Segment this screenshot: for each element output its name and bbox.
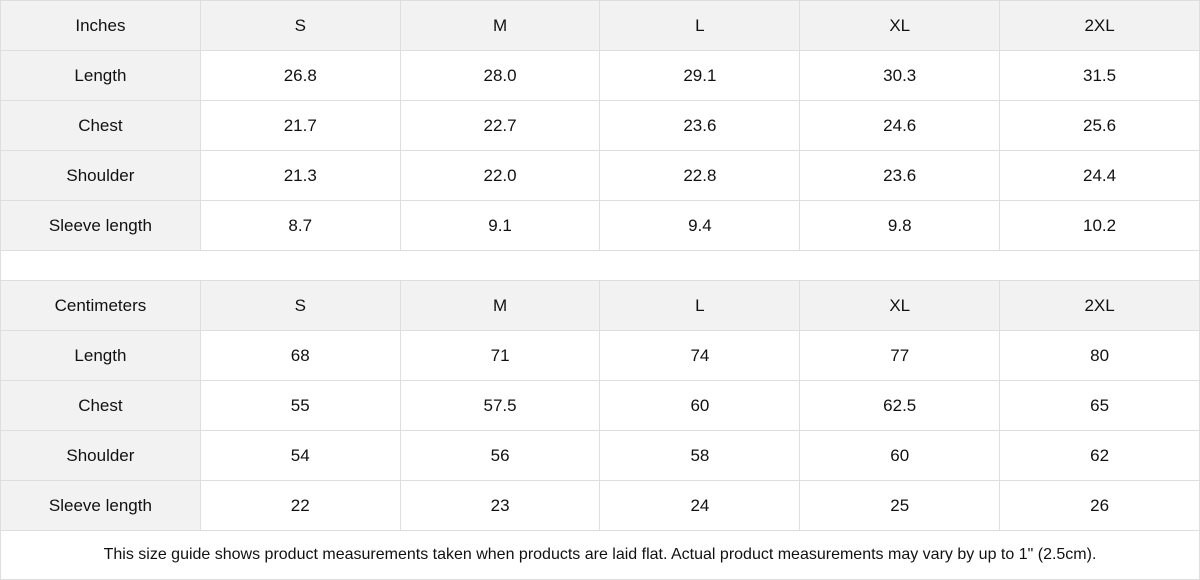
measurement-value: 30.3 bbox=[799, 50, 1001, 101]
table-row: Shoulder 54 56 58 60 62 bbox=[0, 430, 1200, 481]
measurement-label: Length bbox=[0, 330, 201, 381]
measurement-label: Length bbox=[0, 50, 201, 101]
measurement-value: 24.4 bbox=[999, 150, 1200, 201]
table-row: Chest 55 57.5 60 62.5 65 bbox=[0, 380, 1200, 431]
unit-label: Centimeters bbox=[0, 280, 201, 331]
measurement-value: 62.5 bbox=[799, 380, 1001, 431]
measurement-value: 65 bbox=[999, 380, 1200, 431]
size-header: S bbox=[199, 280, 401, 331]
measurement-value: 9.8 bbox=[799, 200, 1001, 251]
table-row: Chest 21.7 22.7 23.6 24.6 25.6 bbox=[0, 100, 1200, 151]
measurement-value: 29.1 bbox=[599, 50, 801, 101]
measurement-value: 22.0 bbox=[399, 150, 601, 201]
header-row: Inches S M L XL 2XL bbox=[0, 0, 1200, 51]
size-header: L bbox=[599, 280, 801, 331]
measurement-value: 54 bbox=[199, 430, 401, 481]
measurement-value: 28.0 bbox=[399, 50, 601, 101]
measurement-value: 57.5 bbox=[399, 380, 601, 431]
measurement-value: 62 bbox=[999, 430, 1200, 481]
table-row: Length 68 71 74 77 80 bbox=[0, 330, 1200, 381]
measurement-value: 22.8 bbox=[599, 150, 801, 201]
measurement-value: 8.7 bbox=[199, 200, 401, 251]
measurement-value: 10.2 bbox=[999, 200, 1200, 251]
size-header: M bbox=[399, 0, 601, 51]
table-row: Sleeve length 8.7 9.1 9.4 9.8 10.2 bbox=[0, 200, 1200, 251]
measurement-value: 24.6 bbox=[799, 100, 1001, 151]
measurement-value: 25.6 bbox=[999, 100, 1200, 151]
measurement-value: 77 bbox=[799, 330, 1001, 381]
measurement-value: 56 bbox=[399, 430, 601, 481]
centimeters-size-table: Centimeters S M L XL 2XL Length 68 71 74 77 80 Chest… bbox=[0, 280, 1200, 531]
measurement-value: 60 bbox=[599, 380, 801, 431]
measurement-value: 80 bbox=[999, 330, 1200, 381]
measurement-value: 26.8 bbox=[199, 50, 401, 101]
measurement-value: 60 bbox=[799, 430, 1001, 481]
inches-size-table: Inches S M L XL 2XL Length 26.8 28.0 29.1 30.3 31.5… bbox=[0, 0, 1200, 251]
table-row: Shoulder 21.3 22.0 22.8 23.6 24.4 bbox=[0, 150, 1200, 201]
measurement-value: 58 bbox=[599, 430, 801, 481]
measurement-label: Shoulder bbox=[0, 430, 201, 481]
measurement-value: 23 bbox=[399, 480, 601, 531]
unit-label: Inches bbox=[0, 0, 201, 51]
size-header: XL bbox=[799, 280, 1001, 331]
size-guide-note: This size guide shows product measuremen… bbox=[0, 531, 1200, 580]
size-header: XL bbox=[799, 0, 1001, 51]
measurement-value: 71 bbox=[399, 330, 601, 381]
header-row: Centimeters S M L XL 2XL bbox=[0, 280, 1200, 331]
measurement-value: 9.4 bbox=[599, 200, 801, 251]
measurement-value: 21.3 bbox=[199, 150, 401, 201]
table-spacer bbox=[0, 251, 1200, 280]
measurement-value: 9.1 bbox=[399, 200, 601, 251]
measurement-value: 22 bbox=[199, 480, 401, 531]
measurement-value: 55 bbox=[199, 380, 401, 431]
measurement-value: 24 bbox=[599, 480, 801, 531]
measurement-label: Chest bbox=[0, 380, 201, 431]
measurement-value: 68 bbox=[199, 330, 401, 381]
measurement-value: 31.5 bbox=[999, 50, 1200, 101]
measurement-label: Shoulder bbox=[0, 150, 201, 201]
size-header: 2XL bbox=[999, 0, 1200, 51]
table-row: Length 26.8 28.0 29.1 30.3 31.5 bbox=[0, 50, 1200, 101]
measurement-value: 74 bbox=[599, 330, 801, 381]
size-header: L bbox=[599, 0, 801, 51]
size-header: S bbox=[199, 0, 401, 51]
measurement-label: Sleeve length bbox=[0, 200, 201, 251]
table-row: Sleeve length 22 23 24 25 26 bbox=[0, 480, 1200, 531]
size-header: M bbox=[399, 280, 601, 331]
measurement-value: 23.6 bbox=[799, 150, 1001, 201]
measurement-value: 23.6 bbox=[599, 100, 801, 151]
measurement-value: 22.7 bbox=[399, 100, 601, 151]
measurement-value: 26 bbox=[999, 480, 1200, 531]
measurement-value: 21.7 bbox=[199, 100, 401, 151]
measurement-label: Sleeve length bbox=[0, 480, 201, 531]
measurement-value: 25 bbox=[799, 480, 1001, 531]
size-header: 2XL bbox=[999, 280, 1200, 331]
measurement-label: Chest bbox=[0, 100, 201, 151]
